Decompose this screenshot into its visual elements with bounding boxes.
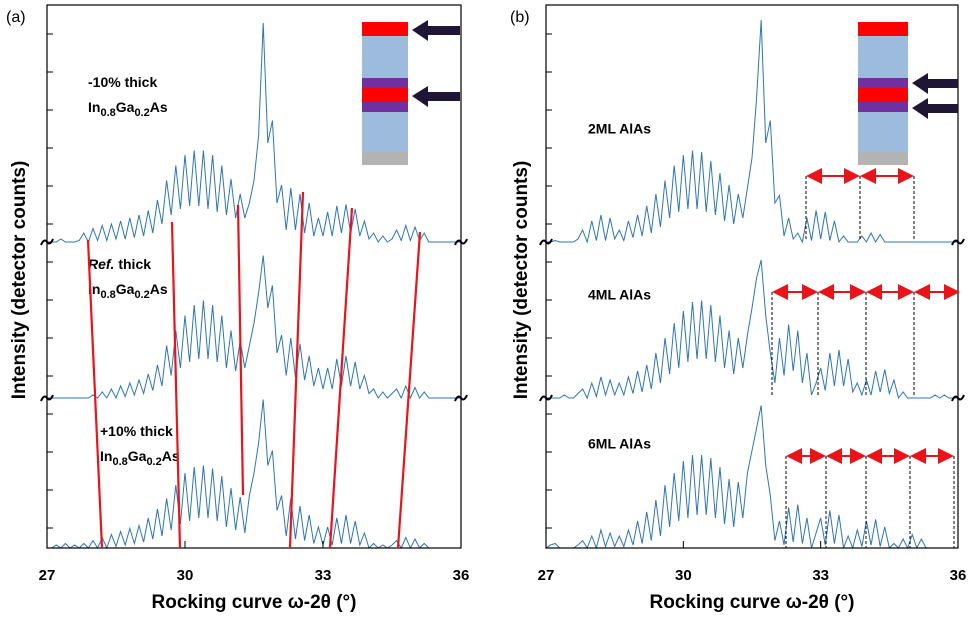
formula: In0.8Ga0.2As xyxy=(100,448,180,468)
curve-label: 2ML AlAs xyxy=(588,121,651,137)
element: In xyxy=(100,448,112,464)
x-tick-label: 30 xyxy=(675,567,692,584)
layer-inset xyxy=(858,22,958,165)
xrd-curve xyxy=(546,19,958,244)
element: Ga xyxy=(116,99,135,115)
x-tick-label: 36 xyxy=(950,567,967,584)
curve-label: 4ML AlAs xyxy=(588,287,651,303)
axis-break xyxy=(539,394,553,402)
label-text: thick xyxy=(118,256,151,272)
axis-break xyxy=(951,394,965,402)
element: In xyxy=(88,99,100,115)
axis-break xyxy=(40,238,54,246)
formula: In0.8Ga0.2As xyxy=(88,281,168,301)
xrd-curve xyxy=(545,405,958,550)
element: As xyxy=(150,99,168,115)
x-axis-label: Rocking curve ω-2θ (°) xyxy=(152,592,357,612)
layer-inset xyxy=(362,20,460,165)
panel-label: (b) xyxy=(510,9,530,26)
axis-break xyxy=(454,238,468,246)
element: As xyxy=(162,448,180,464)
subscript: 0.2 xyxy=(134,107,149,119)
x-tick-label: 36 xyxy=(453,567,470,584)
subscript: 0.2 xyxy=(146,456,161,468)
element: As xyxy=(150,281,168,297)
guide-lines xyxy=(86,191,422,549)
xrd-curve xyxy=(546,259,958,400)
x-tick-label: 33 xyxy=(315,567,332,584)
curve-label: -10% thick xyxy=(88,74,157,90)
plot-frame xyxy=(46,4,462,549)
panel: 27 30 33 36 Rocking curve ω-2θ (°) Intensity … xyxy=(510,4,967,613)
formula: In0.8Ga0.2As xyxy=(88,99,168,119)
panel: 27 30 33 36 Rocking curve ω-2θ (°) Intensity … xyxy=(6,4,470,613)
axis-break xyxy=(539,238,553,246)
subscript: 0.2 xyxy=(134,289,149,301)
y-axis-label: Intensity (detector counts) xyxy=(511,161,532,400)
x-tick-label: 33 xyxy=(812,567,829,584)
curve-label: +10% thick xyxy=(100,423,173,439)
xrd-curve xyxy=(47,399,461,550)
label-text: -10% thick xyxy=(88,74,157,90)
subscript: 0.8 xyxy=(100,107,115,119)
element: Ga xyxy=(128,448,147,464)
axis-break xyxy=(951,238,965,246)
plot-frame xyxy=(545,4,959,549)
x-tick-label: 27 xyxy=(39,567,56,584)
curve-label: Ref. thick xyxy=(88,256,151,272)
subscript: 0.8 xyxy=(100,289,115,301)
label-text: +10% thick xyxy=(100,423,173,439)
xrd-curve xyxy=(47,22,461,244)
curve-label: 6ML AlAs xyxy=(588,436,651,452)
axis-break xyxy=(454,394,468,402)
label-italic: Ref. xyxy=(88,256,114,272)
panel-label: (a) xyxy=(6,9,26,26)
x-tick-label: 30 xyxy=(177,567,194,584)
period-markers xyxy=(771,176,955,548)
period-arrows xyxy=(772,168,960,464)
y-axis-label: Intensity (detector counts) xyxy=(9,161,30,400)
x-tick-label: 27 xyxy=(538,567,555,584)
subscript: 0.8 xyxy=(112,456,127,468)
axis-break xyxy=(40,394,54,402)
xrd-curve xyxy=(47,255,461,400)
x-axis-label: Rocking curve ω-2θ (°) xyxy=(650,592,855,612)
element: Ga xyxy=(116,281,135,297)
